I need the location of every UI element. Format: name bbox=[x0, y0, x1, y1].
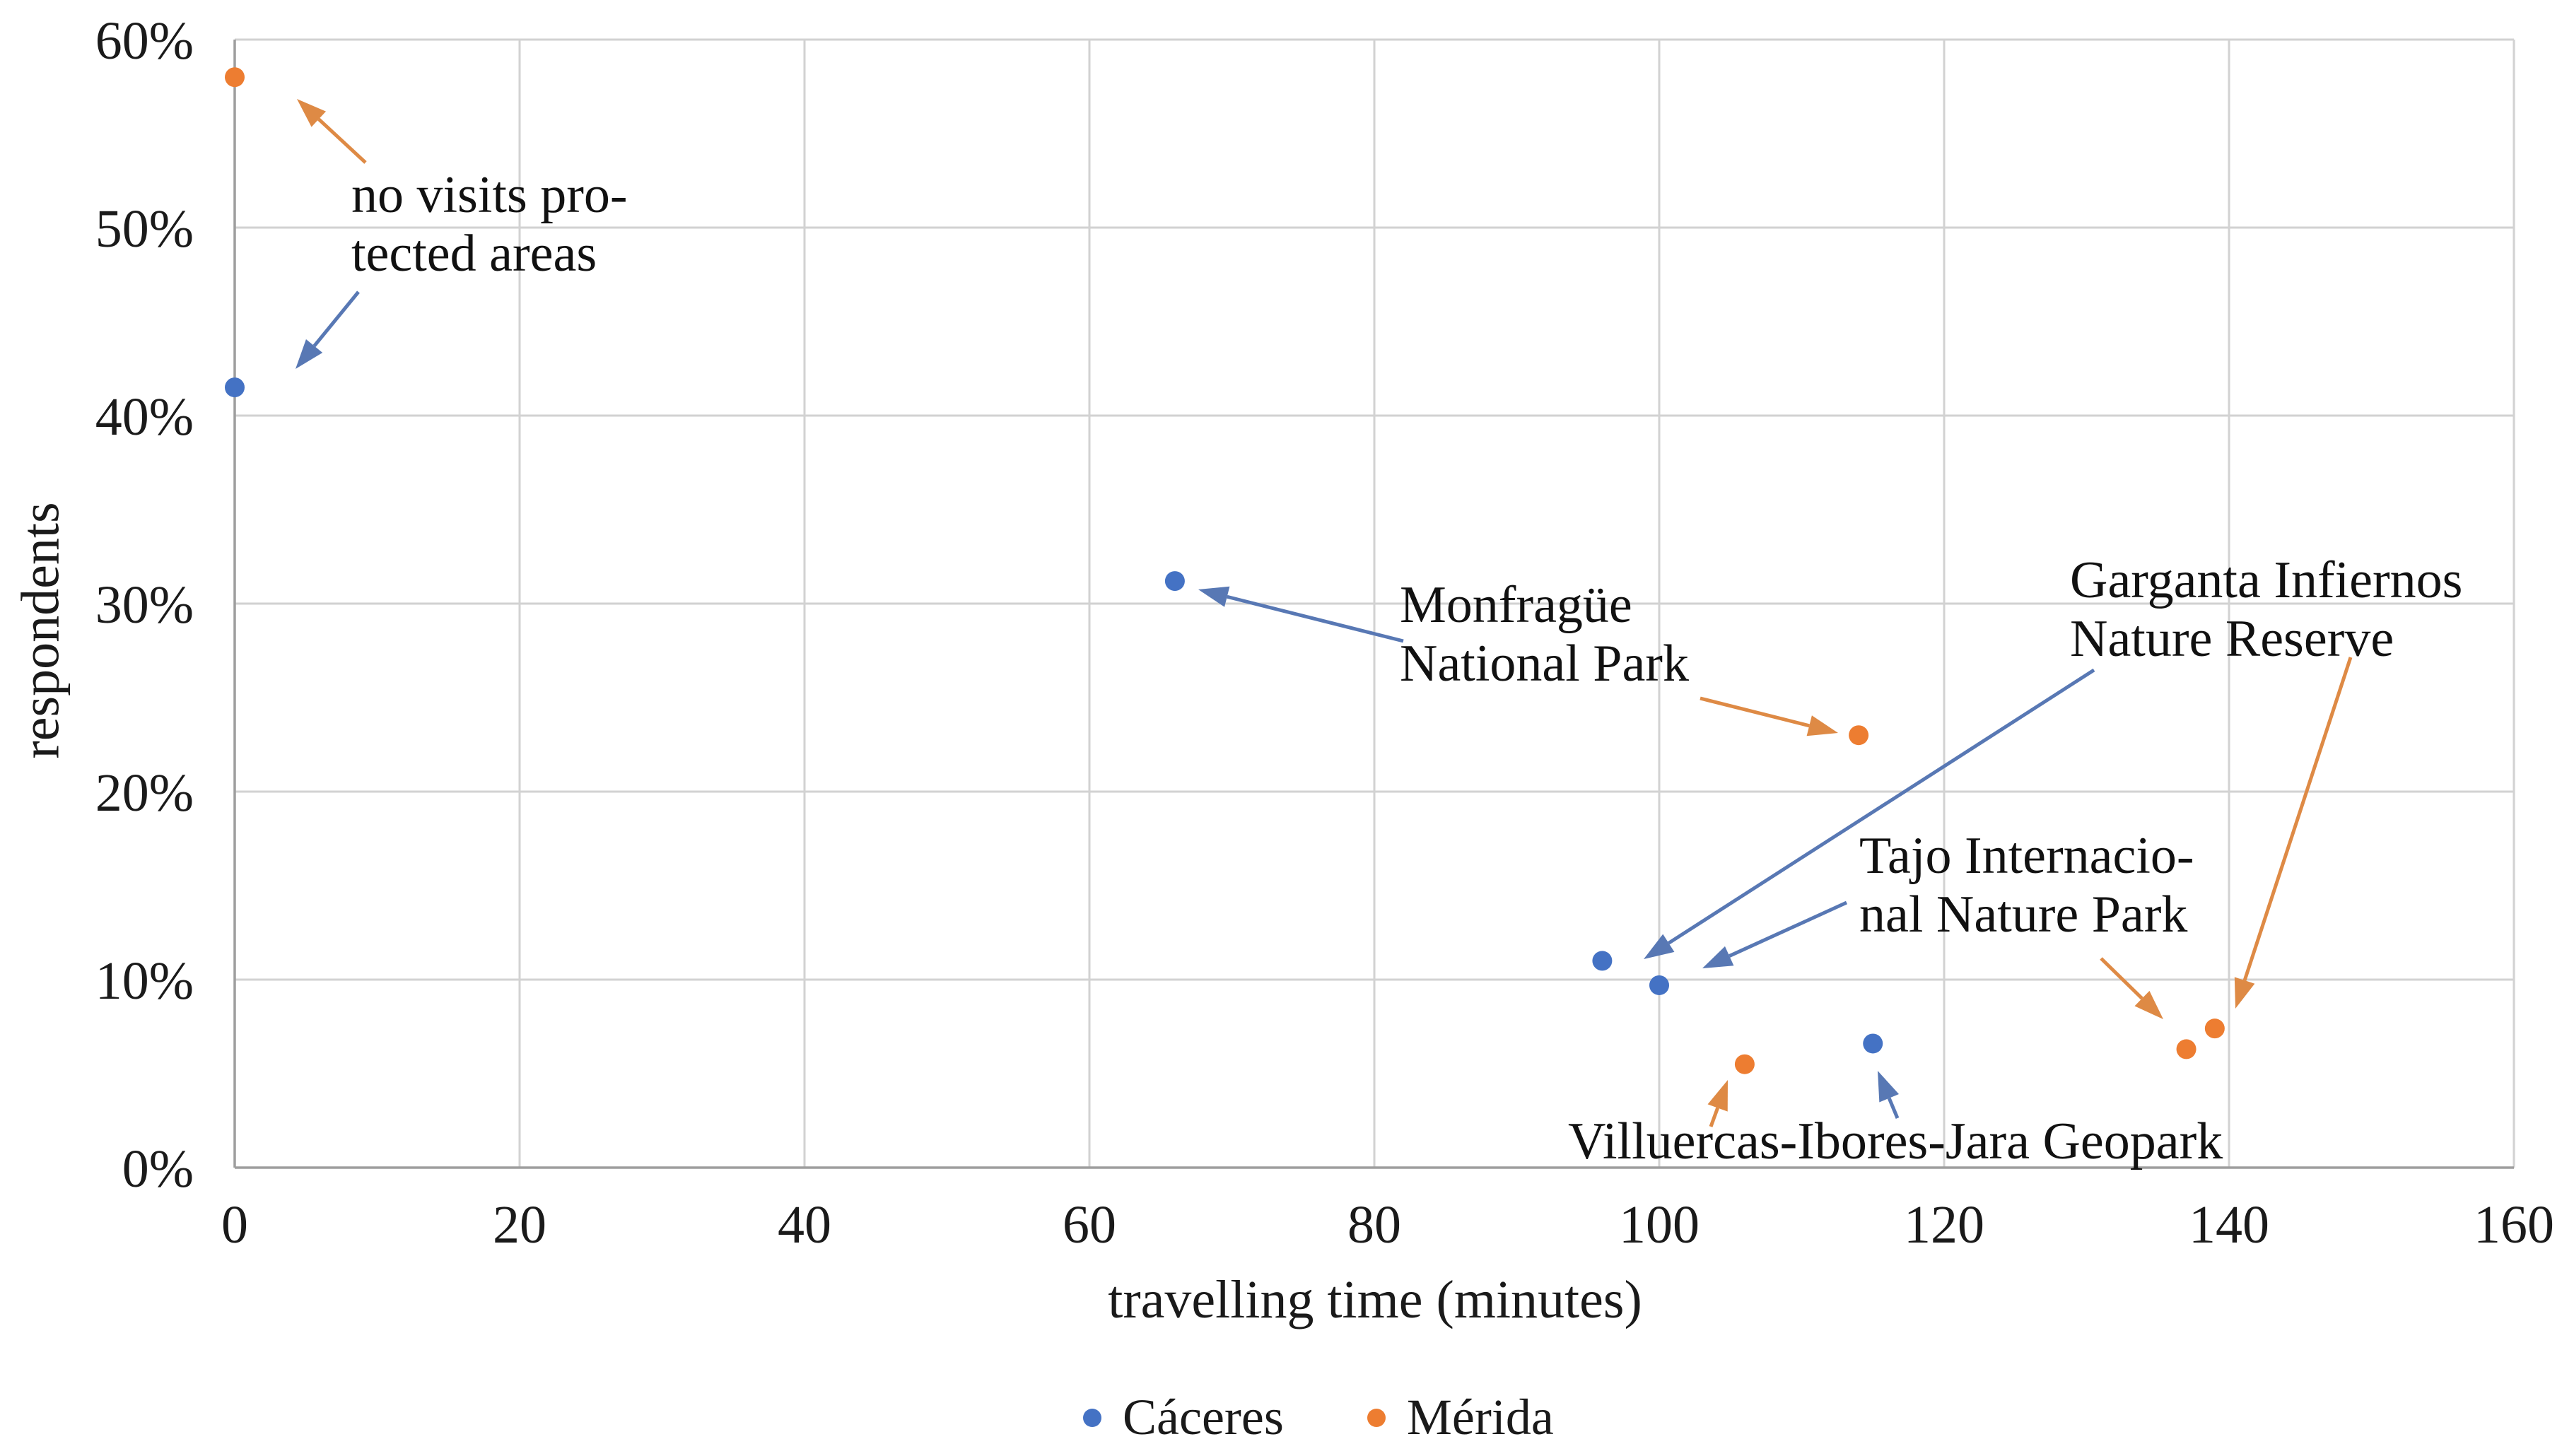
annotation-arrow-line-garganta-caceres bbox=[1667, 668, 2095, 945]
annotation-line: no visits pro- bbox=[351, 166, 628, 224]
y-tick-label: 20% bbox=[95, 763, 194, 823]
legend-marker-caceres-icon bbox=[1083, 1408, 1101, 1427]
annotation-line: nal Nature Park bbox=[1859, 885, 2188, 944]
annotation-arrow-line-garganta-merida bbox=[2242, 657, 2353, 981]
data-point-caceres-x115 bbox=[1863, 1033, 1883, 1054]
y-tick-label: 10% bbox=[95, 951, 194, 1011]
legend-item-caceres: Cáceres bbox=[1083, 1388, 1284, 1447]
legend-item-merida: Mérida bbox=[1367, 1388, 1554, 1447]
annotation-line: Nature Reserve bbox=[2070, 609, 2394, 668]
y-tick-label: 30% bbox=[95, 575, 194, 635]
annotation-arrowhead-garganta-caceres bbox=[1644, 934, 1675, 959]
annotation-text-no-visits: no visits pro-tected areas bbox=[351, 166, 628, 283]
x-tick-label: 160 bbox=[2474, 1195, 2554, 1255]
legend-label-caceres: Cáceres bbox=[1123, 1389, 1284, 1445]
annotation-text-tajo: Tajo Internacio-nal Nature Park bbox=[1859, 827, 2194, 944]
x-tick-label: 0 bbox=[221, 1195, 248, 1255]
data-point-merida-x139 bbox=[2204, 1018, 2225, 1039]
data-point-caceres-x96 bbox=[1592, 951, 1613, 971]
annotation-line: Monfragüe bbox=[1400, 576, 1632, 634]
data-point-merida-x0 bbox=[225, 67, 245, 88]
annotation-arrowhead-no-visits-caceres bbox=[296, 339, 323, 369]
y-tick-label: 0% bbox=[122, 1139, 194, 1199]
data-point-caceres-x0 bbox=[225, 377, 245, 398]
y-tick-label: 50% bbox=[95, 199, 194, 259]
data-point-merida-x114 bbox=[1849, 725, 1869, 746]
annotation-text-garganta: Garganta Infiernos Nature Reserve bbox=[2070, 551, 2462, 669]
y-tick-label: 60% bbox=[95, 11, 194, 71]
y-axis-title: respondents bbox=[11, 502, 71, 759]
annotation-arrow-line-monfrague-merida bbox=[1700, 696, 1810, 728]
y-tick-label: 40% bbox=[95, 387, 194, 447]
annotation-arrow-line-tajo-caceres bbox=[1729, 900, 1848, 958]
annotation-arrowhead-tajo-caceres bbox=[1702, 946, 1734, 968]
annotation-arrowhead-villuercas-caceres bbox=[1878, 1071, 1900, 1103]
data-point-merida-x106 bbox=[1734, 1054, 1755, 1074]
annotation-arrow-line-monfrague-caceres bbox=[1227, 594, 1404, 643]
annotation-arrow-line-no-visits-caceres bbox=[312, 290, 360, 348]
annotation-line: Villuercas-Ibores-Jara Geopark bbox=[1568, 1112, 2223, 1170]
annotation-arrowhead-monfrague-caceres bbox=[1198, 586, 1230, 607]
annotation-arrow-line-villuercas-caceres bbox=[1887, 1097, 1900, 1119]
x-tick-label: 40 bbox=[778, 1195, 831, 1255]
legend-marker-merida-icon bbox=[1367, 1408, 1386, 1427]
annotation-arrowhead-no-visits-merida bbox=[297, 99, 326, 127]
x-tick-label: 80 bbox=[1347, 1195, 1401, 1255]
x-axis-title: travelling time (minutes) bbox=[1108, 1270, 1642, 1329]
x-tick-label: 140 bbox=[2189, 1195, 2269, 1255]
annotation-arrowhead-garganta-merida bbox=[2234, 977, 2255, 1009]
legend: Cáceres Mérida bbox=[1083, 1388, 1554, 1447]
annotation-text-monfrague: Monfragüe National Park bbox=[1400, 576, 1689, 693]
data-point-caceres-x66 bbox=[1164, 571, 1185, 592]
annotation-line: Garganta Infiernos bbox=[2070, 551, 2463, 609]
x-tick-label: 120 bbox=[1904, 1195, 1984, 1255]
annotation-text-villuercas: Villuercas-Ibores-Jara Geopark bbox=[1568, 1112, 2223, 1171]
annotation-arrow-line-tajo-merida bbox=[2100, 957, 2143, 1000]
annotation-line: tected areas bbox=[351, 224, 597, 283]
annotation-arrowhead-monfrague-merida bbox=[1806, 715, 1838, 736]
x-tick-label: 100 bbox=[1619, 1195, 1700, 1255]
annotation-arrowhead-villuercas-merida bbox=[1707, 1080, 1728, 1112]
annotation-line: National Park bbox=[1400, 634, 1689, 693]
legend-label-merida: Mérida bbox=[1406, 1389, 1554, 1445]
annotation-line: Tajo Internacio- bbox=[1859, 827, 2194, 885]
annotation-arrow-line-no-visits-merida bbox=[317, 117, 367, 164]
data-point-caceres-x100 bbox=[1649, 975, 1669, 995]
annotation-arrowhead-tajo-merida bbox=[2134, 990, 2163, 1019]
x-tick-label: 60 bbox=[1063, 1195, 1116, 1255]
annotation-arrow-line-villuercas-merida bbox=[1709, 1107, 1719, 1127]
x-tick-label: 20 bbox=[493, 1195, 546, 1255]
data-point-merida-x137 bbox=[2176, 1039, 2197, 1059]
